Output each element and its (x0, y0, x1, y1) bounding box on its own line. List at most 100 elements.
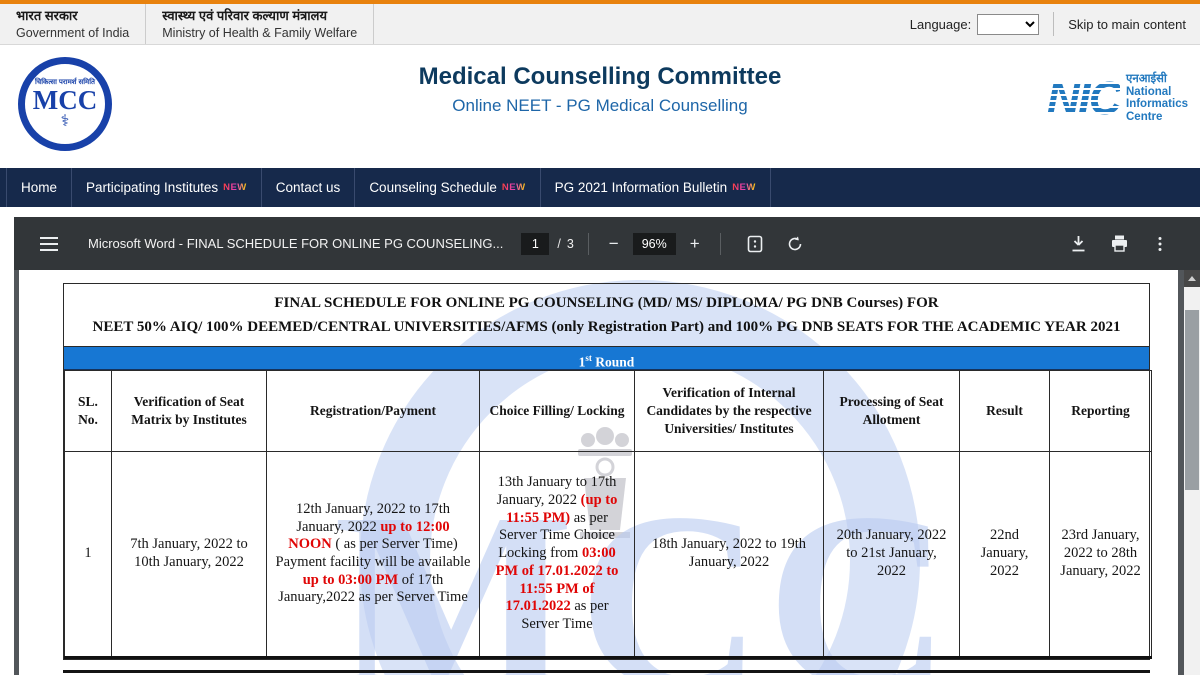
pdf-toolbar: Microsoft Word - FINAL SCHEDULE FOR ONLI… (14, 217, 1200, 270)
header-sl-no: SL. No. (64, 370, 112, 452)
table-header-row: SL. No. Verification of Seat Matrix by I… (64, 370, 1152, 452)
language-select[interactable] (977, 13, 1040, 35)
document-title: FINAL SCHEDULE FOR ONLINE PG COUNSELING … (64, 284, 1149, 347)
nic-logo-abbr: NIC (1046, 71, 1122, 124)
schedule-document: FINAL SCHEDULE FOR ONLINE PG COUNSELING … (63, 283, 1152, 660)
rotate-icon (788, 236, 802, 250)
government-topbar: भारत सरकार Government of India स्वास्थ्य… (0, 4, 1200, 45)
mcc-logo: चिकित्सा परामर्श समिति MCC ⚕ (18, 57, 112, 151)
fit-to-page-button[interactable] (742, 231, 768, 257)
nav-gap (0, 207, 1200, 217)
nic-line3: Centre (1126, 110, 1163, 123)
nav-label: Contact us (275, 180, 341, 195)
header-result: Result (959, 370, 1050, 452)
site-header: चिकित्सा परामर्श समिति MCC ⚕ Medical Cou… (0, 45, 1200, 168)
scroll-up-button[interactable] (1184, 270, 1200, 287)
nav-item-counseling-schedule[interactable]: Counseling Schedule NEW (355, 168, 541, 207)
cell-internal-verification: 18th January, 2022 to 19th January, 2022 (634, 451, 824, 659)
vertical-scrollbar[interactable] (1184, 270, 1200, 675)
nic-line2: Informatics (1126, 98, 1188, 111)
page-total: 3 (566, 236, 574, 251)
header-internal-verification: Verification of Internal Candidates by t… (634, 370, 824, 452)
pdf-content-area: MCC FINAL SCHEDULE FOR ONLINE PG COUNSEL… (14, 270, 1200, 675)
nic-logo: NIC एनआईसी National Informatics Centre (1047, 73, 1188, 124)
ministry-hindi-text: स्वास्थ्य एवं परिवार कल्याण मंत्रालय (162, 8, 328, 24)
main-navigation: Home Participating Institutes NEW Contac… (0, 168, 1200, 207)
cell-seat-allotment: 20th January, 2022 to 21st January, 2022 (823, 451, 960, 659)
scrollbar-thumb[interactable] (1185, 310, 1199, 490)
nav-item-contact-us[interactable]: Contact us (262, 168, 356, 207)
highlighted-deadline: (up to 11:55 PM) (506, 492, 618, 526)
caduceus-icon: ⚕ (60, 113, 70, 130)
menu-icon[interactable] (36, 231, 62, 257)
page-navigation: / 3 (521, 232, 574, 255)
text-segment: 13th January to 17th January, 2022 (496, 474, 617, 509)
text-segment: as per Server Time (521, 598, 609, 632)
toolbar-divider (719, 232, 721, 255)
topbar-divider (1053, 12, 1055, 36)
zoom-out-button[interactable]: − (603, 232, 625, 256)
fit-to-page-icon (747, 235, 763, 252)
nav-item-home[interactable]: Home (6, 168, 73, 207)
scroll-up-icon (1188, 276, 1196, 281)
next-section-border (63, 670, 1150, 673)
zoom-in-button[interactable]: + (684, 232, 706, 256)
cell-sl-no: 1 (64, 451, 112, 659)
gov-of-india-label: भारत सरकार Government of India (0, 4, 147, 44)
nic-hindi: एनआईसी (1126, 73, 1167, 85)
page-number-input[interactable] (521, 232, 550, 255)
pdf-page: MCC FINAL SCHEDULE FOR ONLINE PG COUNSEL… (19, 270, 1178, 675)
cell-reporting: 23rd January, 2022 to 28th January, 2022 (1049, 451, 1152, 659)
nav-item-participating-institutes[interactable]: Participating Institutes NEW (72, 168, 262, 207)
nav-label: PG 2021 Information Bulletin (554, 180, 728, 195)
schedule-table: SL. No. Verification of Seat Matrix by I… (64, 370, 1152, 659)
print-button[interactable] (1106, 230, 1133, 257)
highlighted-deadline: up to 03:00 PM (302, 571, 399, 588)
document-title-line2: NEET 50% AIQ/ 100% DEEMED/CENTRAL UNIVER… (92, 319, 1121, 335)
page-separator: / (557, 236, 561, 251)
round-1-band: 1st Round (64, 347, 1149, 370)
cell-seat-matrix: 7th January, 2022 to 10th January, 2022 (111, 451, 267, 659)
pdf-viewer: Microsoft Word - FINAL SCHEDULE FOR ONLI… (14, 217, 1200, 675)
download-icon (1072, 236, 1085, 252)
mcc-logo-hindi-text: चिकित्सा परामर्श समिति (34, 79, 95, 86)
nav-item-pg-2021-information-bulletin[interactable]: PG 2021 Information Bulletin NEW (541, 168, 771, 207)
more-options-button[interactable] (1147, 231, 1173, 257)
table-row: 1 7th January, 2022 to 10th January, 202… (64, 451, 1152, 659)
text-segment: as per Server Time Choice Locking from (498, 509, 615, 562)
nic-line1: National (1126, 85, 1172, 98)
new-badge: NEW (223, 182, 247, 193)
gov-hindi-text: भारत सरकार (16, 8, 78, 24)
ministry-english-text: Ministry of Health & Family Welfare (162, 25, 358, 40)
document-title-line1: FINAL SCHEDULE FOR ONLINE PG COUNSELING … (274, 295, 939, 311)
header-choice-filling: Choice Filling/ Locking (479, 370, 635, 452)
round-ordinal: st (585, 353, 592, 363)
top-accent-bar (0, 0, 1200, 4)
nav-label: Home (21, 180, 58, 195)
cell-choice-filling: 13th January to 17th January, 2022 (up t… (479, 451, 635, 659)
round-number: 1 (578, 354, 586, 370)
rotate-button[interactable] (782, 231, 808, 257)
nav-label: Counseling Schedule (369, 180, 497, 195)
cell-result: 22nd January, 2022 (959, 451, 1050, 659)
ministry-label: स्वास्थ्य एवं परिवार कल्याण मंत्रालय Min… (146, 4, 375, 44)
new-badge: NEW (501, 182, 526, 193)
zoom-level: 96% (632, 232, 676, 255)
cell-registration: 12th January, 2022 to 17th January, 2022… (266, 451, 480, 659)
round-label: Round (591, 354, 635, 370)
language-label: Language: (909, 16, 972, 32)
new-badge: NEW (732, 182, 756, 193)
header-reporting: Reporting (1049, 370, 1152, 452)
page-subtitle: Online NEET - PG Medical Counselling (452, 96, 748, 116)
download-button[interactable] (1065, 230, 1092, 257)
print-icon (1112, 235, 1127, 252)
header-seat-matrix: Verification of Seat Matrix by Institute… (111, 370, 267, 452)
gov-english-text: Government of India (16, 25, 130, 40)
header-seat-allotment: Processing of Seat Allotment (823, 370, 960, 452)
skip-to-main-content-link[interactable]: Skip to main content (1068, 16, 1186, 32)
page-title: Medical Counselling Committee (418, 63, 782, 90)
nav-label: Participating Institutes (86, 180, 219, 195)
mcc-logo-abbr: MCC (32, 85, 98, 115)
header-registration: Registration/Payment (266, 370, 480, 452)
pdf-document-title: Microsoft Word - FINAL SCHEDULE FOR ONLI… (88, 236, 504, 251)
